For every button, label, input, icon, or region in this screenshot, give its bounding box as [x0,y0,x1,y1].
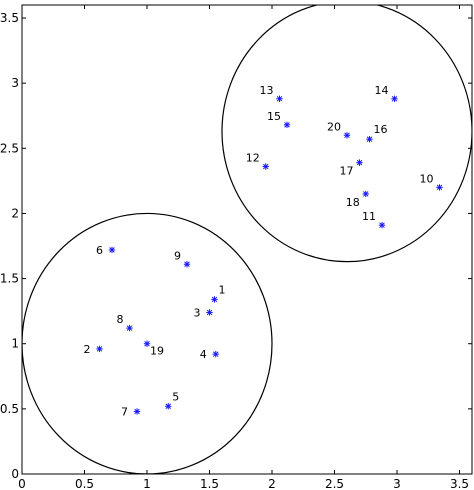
point-label: 15 [267,110,281,123]
y-tick-label: 2 [11,206,19,220]
cluster-circle-2 [221,5,472,263]
point-label: 3 [194,306,201,319]
cluster-circles [22,5,472,474]
asterisk-marker [211,296,218,303]
point-label: 20 [327,120,341,133]
asterisk-marker [108,246,116,254]
y-tick-label: 2.5 [0,141,19,155]
point-label: 10 [420,172,434,185]
point-label: 11 [362,210,376,223]
cluster-circle-1 [22,212,273,474]
point-label: 19 [150,345,164,358]
y-tick-label: 0 [11,467,19,481]
point-label: 18 [346,196,360,209]
asterisk-marker [133,408,141,415]
point-16: 16 [366,123,388,143]
point-12: 12 [246,152,269,170]
point-18: 18 [346,190,369,209]
x-tick-label: 0.5 [75,477,94,490]
x-tick-label: 2.5 [325,477,344,490]
point-11: 11 [362,210,386,229]
point-label: 8 [117,313,124,326]
point-5: 5 [165,390,179,410]
point-label: 17 [340,165,354,178]
point-label: 4 [200,348,207,361]
y-tick-label: 3 [11,76,19,90]
point-label: 5 [172,390,179,403]
point-9: 9 [174,249,191,268]
point-label: 2 [84,343,91,356]
y-tick-label: 1.5 [0,272,19,286]
point-19: 19 [143,340,164,358]
asterisk-marker [165,403,172,410]
point-2: 2 [84,343,103,356]
point-7: 7 [121,405,141,418]
asterisk-marker [436,184,443,191]
point-13: 13 [260,84,283,102]
point-20: 20 [327,120,351,139]
point-14: 14 [375,84,398,102]
point-1: 1 [211,283,226,303]
point-label: 6 [96,244,103,257]
asterisk-marker [276,95,283,102]
asterisk-marker [126,324,133,332]
x-tick-label: 1.5 [200,477,219,490]
asterisk-marker [262,163,269,170]
point-label: 9 [174,249,181,262]
point-17: 17 [340,159,363,178]
point-label: 13 [260,84,274,97]
x-tick-label: 3 [393,477,401,490]
point-8: 8 [117,313,133,332]
x-tick-label: 1 [143,477,151,490]
asterisk-marker [206,309,213,316]
point-label: 16 [374,123,388,136]
point-4: 4 [200,348,219,361]
y-tick-label: 3.5 [0,11,19,25]
asterisk-marker [143,340,151,347]
axis-ticks: 0 0.5 1 1.5 2 2.5 3 3.5 0 0.5 1 1.5 2 2.5 3 3.5 [0,5,472,490]
point-label: 12 [246,152,260,165]
point-label: 14 [375,84,389,97]
axes-frame [21,4,473,475]
asterisk-marker [212,350,219,358]
point-label: 7 [121,405,128,418]
asterisk-marker [356,159,363,166]
point-15: 15 [267,110,291,129]
asterisk-marker [96,345,103,353]
point-10: 10 [420,172,443,191]
asterisk-marker [283,121,291,129]
point-3: 3 [194,306,213,319]
asterisk-marker [343,132,351,139]
asterisk-marker [362,190,369,198]
point-label: 1 [219,283,226,296]
asterisk-marker [183,261,191,268]
y-tick-label: 0.5 [0,402,19,416]
y-tick-label: 1 [11,337,19,351]
asterisk-marker [378,221,386,229]
point-6: 6 [96,244,116,257]
asterisk-marker [391,95,398,102]
x-tick-label: 3.5 [450,477,469,490]
asterisk-marker [366,135,373,143]
x-tick-label: 0 [18,477,26,490]
x-tick-label: 2 [268,477,276,490]
